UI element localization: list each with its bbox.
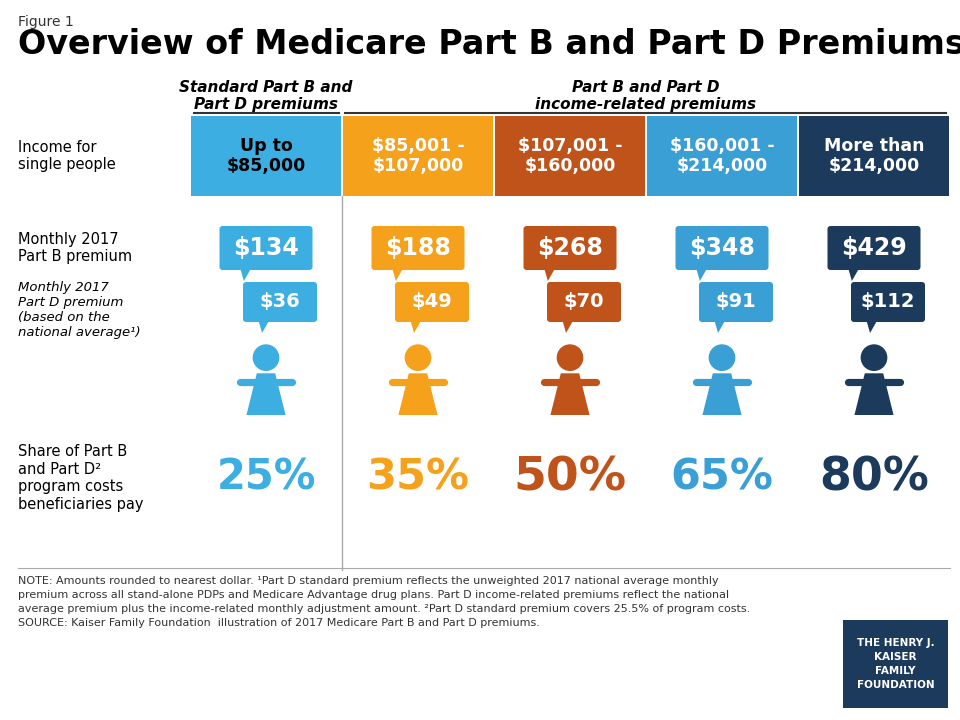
Text: $268: $268 [537,236,603,260]
Bar [799,116,949,196]
Polygon shape [240,267,252,281]
Polygon shape [848,267,860,281]
Text: $160,001 -
$214,000: $160,001 - $214,000 [670,137,775,176]
Bar [647,116,797,196]
Text: 50%: 50% [514,456,627,500]
Bar [495,116,645,196]
FancyBboxPatch shape [523,226,616,270]
Text: $85,001 -
$107,000: $85,001 - $107,000 [372,137,465,176]
Text: $112: $112 [861,292,915,312]
Bar [843,620,948,708]
FancyBboxPatch shape [851,282,925,322]
Text: Part B and Part D
income-related premiums: Part B and Part D income-related premium… [536,80,756,112]
Circle shape [253,345,278,370]
FancyBboxPatch shape [676,226,769,270]
Text: Figure 1: Figure 1 [18,15,74,29]
FancyBboxPatch shape [372,226,465,270]
Polygon shape [703,373,741,415]
Polygon shape [258,319,270,333]
Text: Share of Part B
and Part D²
program costs
beneficiaries pay: Share of Part B and Part D² program cost… [18,444,143,512]
Text: 65%: 65% [671,457,774,499]
FancyBboxPatch shape [828,226,921,270]
Text: Standard Part B and
Part D premiums: Standard Part B and Part D premiums [180,80,352,112]
Text: $107,001 -
$160,000: $107,001 - $160,000 [517,137,622,176]
Text: $429: $429 [841,236,907,260]
Bar [191,116,341,196]
Text: 25%: 25% [216,457,316,499]
Circle shape [405,345,431,370]
Bar [343,116,493,196]
FancyBboxPatch shape [699,282,773,322]
Text: $70: $70 [564,292,604,312]
Text: $348: $348 [689,236,755,260]
Polygon shape [866,319,878,333]
Polygon shape [247,373,285,415]
Text: Overview of Medicare Part B and Part D Premiums in 2017: Overview of Medicare Part B and Part D P… [18,28,960,61]
Text: 80%: 80% [819,456,929,500]
Circle shape [861,345,887,370]
Text: Income for
single people: Income for single people [18,140,116,172]
Polygon shape [696,267,708,281]
Circle shape [709,345,734,370]
FancyBboxPatch shape [243,282,317,322]
Text: Monthly 2017
Part D premium
(based on the
national average¹): Monthly 2017 Part D premium (based on th… [18,281,140,339]
Polygon shape [854,373,894,415]
Text: $91: $91 [715,292,756,312]
Polygon shape [410,319,422,333]
Text: Monthly 2017
Part B premium: Monthly 2017 Part B premium [18,232,132,264]
Text: $36: $36 [259,292,300,312]
Polygon shape [562,319,574,333]
Text: Up to
$85,000: Up to $85,000 [227,137,305,176]
FancyBboxPatch shape [395,282,469,322]
Text: 35%: 35% [367,457,469,499]
Polygon shape [714,319,726,333]
Polygon shape [550,373,589,415]
Polygon shape [544,267,556,281]
Text: More than
$214,000: More than $214,000 [824,137,924,176]
Text: $134: $134 [233,236,299,260]
FancyBboxPatch shape [547,282,621,322]
Polygon shape [392,267,404,281]
Text: NOTE: Amounts rounded to nearest dollar. ¹Part D standard premium reflects the u: NOTE: Amounts rounded to nearest dollar.… [18,576,751,628]
Text: $49: $49 [412,292,452,312]
Text: $188: $188 [385,236,451,260]
Polygon shape [398,373,438,415]
FancyBboxPatch shape [220,226,313,270]
Text: THE HENRY J.
KAISER
FAMILY
FOUNDATION: THE HENRY J. KAISER FAMILY FOUNDATION [856,638,934,690]
Circle shape [558,345,583,370]
